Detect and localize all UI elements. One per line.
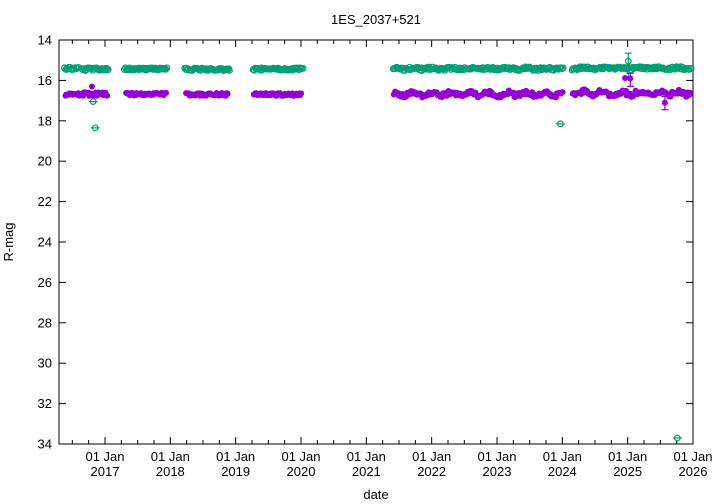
y-tick-label: 22 [38, 194, 52, 209]
data-point [687, 89, 694, 96]
plot-frame [58, 39, 694, 445]
x-tick-label: 01 Jan [412, 449, 451, 464]
data-point [661, 99, 668, 106]
axis-ticks [59, 39, 694, 445]
data-point [104, 66, 112, 74]
x-tick-label: 01 Jan [608, 449, 647, 464]
x-tick-label: 01 Jan [216, 449, 255, 464]
x-axis-label: date [363, 487, 389, 502]
x-tick-label: 01 Jan [477, 449, 516, 464]
data-point [88, 83, 95, 90]
x-tick-label: 01 Jan [543, 449, 582, 464]
x-tick-label: 01 Jan [673, 449, 712, 464]
x-tick-label: 2025 [613, 464, 642, 479]
y-tick-label: 32 [38, 396, 52, 411]
y-tick-label: 14 [38, 33, 52, 48]
data-point [627, 75, 634, 82]
data-point [91, 124, 99, 132]
data-point [622, 74, 629, 81]
data-point [226, 67, 233, 74]
green-open-circle-series [60, 52, 695, 442]
x-tick-label: 01 Jan [151, 449, 190, 464]
y-tick-label: 28 [38, 315, 52, 330]
data-point [624, 57, 632, 65]
data-point [104, 92, 111, 99]
y-tick-label: 16 [38, 73, 52, 88]
data-point [224, 90, 231, 97]
data-point [684, 65, 692, 72]
data-point [163, 64, 171, 72]
data-point [299, 64, 307, 72]
data-point [559, 89, 566, 96]
x-tick-label: 2022 [417, 464, 446, 479]
x-tick-label: 01 Jan [347, 449, 386, 464]
x-tick-label: 2024 [548, 464, 577, 479]
x-tick-label: 2026 [679, 464, 708, 479]
data-point [559, 64, 567, 72]
data-point [673, 434, 681, 442]
y-tick-label: 26 [38, 275, 52, 290]
y-tick-label: 24 [38, 235, 52, 250]
data-point [298, 90, 305, 97]
x-tick-label: 2020 [287, 464, 316, 479]
chart-title: 1ES_2037+521 [330, 12, 421, 27]
data-point [570, 65, 578, 73]
y-tick-label: 30 [38, 356, 52, 371]
data-point [163, 89, 170, 96]
x-tick-label: 2021 [352, 464, 381, 479]
x-tick-label: 2018 [156, 464, 185, 479]
y-tick-label: 34 [38, 437, 52, 452]
x-tick-label: 2023 [483, 464, 512, 479]
data-point [687, 65, 695, 72]
y-tick-label: 18 [38, 113, 52, 128]
x-tick-label: 01 Jan [85, 449, 124, 464]
data-point [556, 120, 564, 128]
y-tick-label: 20 [38, 154, 52, 169]
data-point [162, 65, 170, 73]
x-tick-label: 2019 [221, 464, 250, 479]
data-point [103, 65, 111, 72]
x-tick-label: 01 Jan [281, 449, 320, 464]
purple-filled-circle-series [62, 72, 694, 111]
x-tick-label: 2017 [91, 464, 120, 479]
